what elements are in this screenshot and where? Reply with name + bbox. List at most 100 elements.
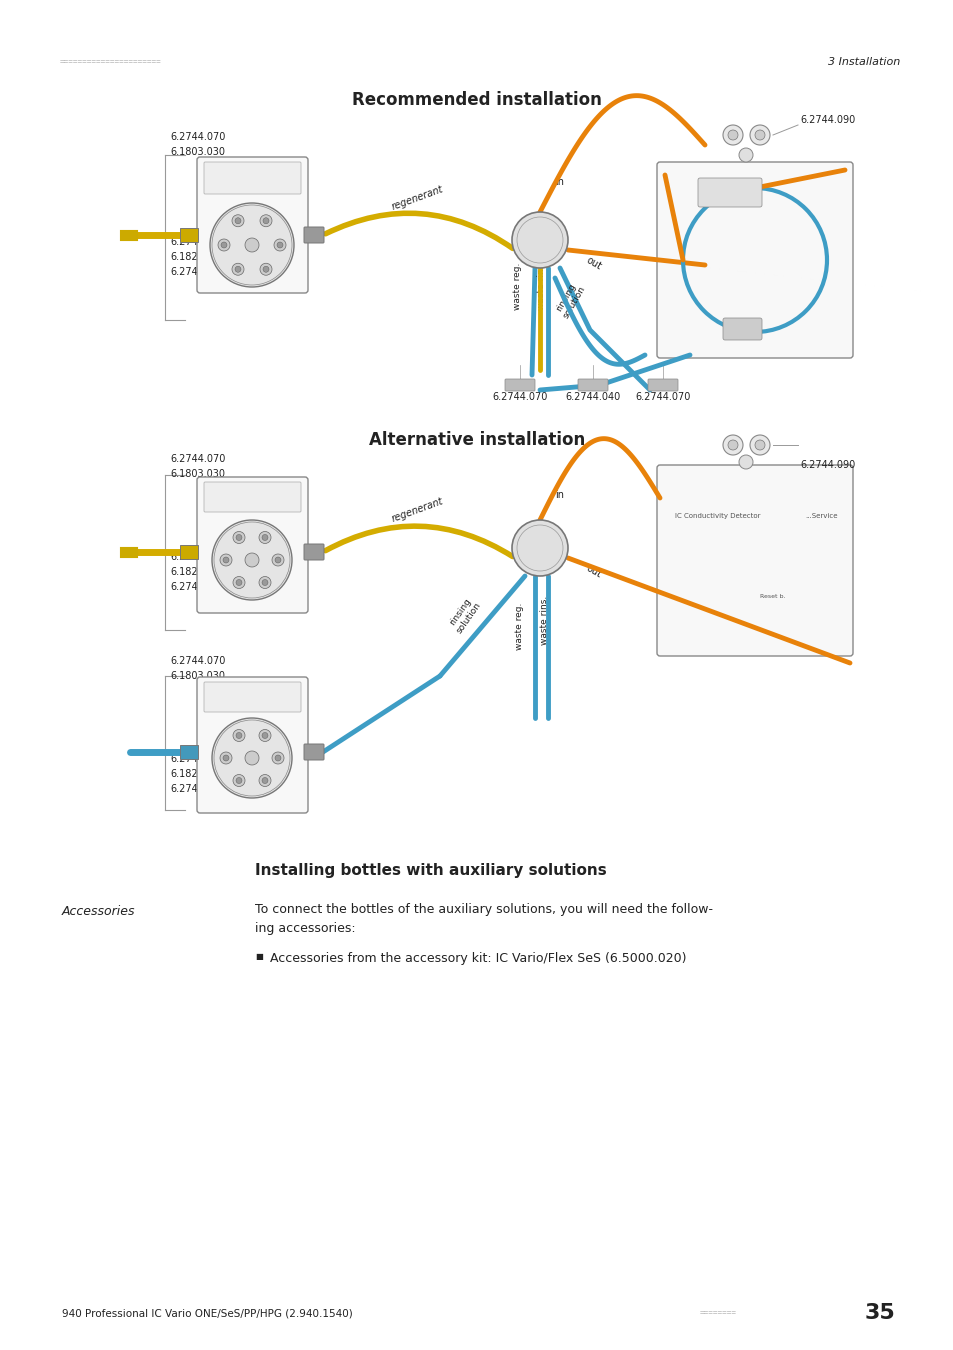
Text: Installing bottles with auxiliary solutions: Installing bottles with auxiliary soluti… — [254, 863, 606, 878]
Text: 6.2744.180: 6.2744.180 — [170, 784, 225, 794]
Text: 6.2744.034: 6.2744.034 — [170, 238, 225, 247]
Text: 6.2744.070: 6.2744.070 — [170, 656, 225, 666]
Circle shape — [235, 778, 242, 783]
Circle shape — [232, 215, 244, 227]
Bar — [180, 545, 198, 559]
Circle shape — [274, 755, 281, 761]
Circle shape — [234, 217, 241, 224]
Text: waste rins.: waste rins. — [540, 595, 549, 645]
FancyBboxPatch shape — [204, 482, 301, 512]
Text: ■: ■ — [254, 952, 263, 961]
Text: out: out — [584, 255, 603, 271]
Bar — [180, 228, 198, 242]
Text: Recommended installation: Recommended installation — [352, 90, 601, 109]
Text: regenerant: regenerant — [390, 495, 444, 524]
Circle shape — [233, 729, 245, 741]
Text: Accessories: Accessories — [62, 904, 135, 918]
Text: 3 Installation: 3 Installation — [827, 57, 899, 68]
Text: Accessories from the accessory kit: IC Vario/Flex SeS (6.5000.020): Accessories from the accessory kit: IC V… — [270, 952, 686, 965]
FancyBboxPatch shape — [698, 178, 761, 207]
Circle shape — [245, 238, 258, 252]
Text: 6.2744.180: 6.2744.180 — [170, 267, 225, 277]
FancyBboxPatch shape — [647, 379, 678, 391]
Text: 6.2744.070: 6.2744.070 — [170, 132, 225, 142]
Text: 6.1826.420: 6.1826.420 — [170, 769, 225, 779]
Circle shape — [722, 126, 742, 144]
Circle shape — [245, 554, 258, 567]
Circle shape — [262, 733, 268, 738]
FancyBboxPatch shape — [722, 319, 761, 340]
Text: 6.1826.420: 6.1826.420 — [170, 567, 225, 576]
FancyBboxPatch shape — [504, 379, 535, 391]
Text: 6.2744.070: 6.2744.070 — [170, 454, 225, 464]
Circle shape — [262, 535, 268, 540]
Circle shape — [258, 729, 271, 741]
Bar — [180, 745, 198, 759]
Circle shape — [235, 733, 242, 738]
Circle shape — [218, 239, 230, 251]
Circle shape — [223, 558, 229, 563]
Text: ...Service: ...Service — [804, 513, 837, 518]
Circle shape — [210, 202, 294, 288]
Circle shape — [749, 435, 769, 455]
Circle shape — [212, 520, 292, 599]
FancyBboxPatch shape — [657, 464, 852, 656]
Circle shape — [274, 558, 281, 563]
Text: 6.2744.180: 6.2744.180 — [170, 582, 225, 593]
Circle shape — [221, 242, 227, 248]
Circle shape — [258, 775, 271, 787]
Text: in: in — [555, 177, 563, 188]
Circle shape — [258, 532, 271, 544]
Text: 6.1803.030: 6.1803.030 — [170, 147, 225, 157]
Circle shape — [233, 775, 245, 787]
Text: Alternative installation: Alternative installation — [369, 431, 584, 450]
Circle shape — [232, 263, 244, 275]
FancyBboxPatch shape — [578, 379, 607, 391]
Text: 6.2744.090: 6.2744.090 — [800, 115, 854, 126]
Circle shape — [727, 130, 738, 140]
Circle shape — [212, 718, 292, 798]
Text: waste reg.: waste reg. — [513, 263, 522, 310]
Text: out: out — [584, 563, 603, 580]
Text: 6.2744.070: 6.2744.070 — [635, 392, 690, 402]
Text: rinsing
solution: rinsing solution — [552, 279, 587, 320]
Circle shape — [234, 266, 241, 273]
Circle shape — [739, 455, 752, 468]
Circle shape — [512, 212, 567, 269]
Circle shape — [223, 755, 229, 761]
Circle shape — [235, 535, 242, 540]
Circle shape — [272, 554, 284, 566]
Circle shape — [262, 579, 268, 586]
FancyBboxPatch shape — [304, 227, 324, 243]
FancyBboxPatch shape — [657, 162, 852, 358]
Text: 6.2744.040: 6.2744.040 — [565, 392, 620, 402]
Circle shape — [727, 440, 738, 450]
Circle shape — [258, 576, 271, 589]
FancyBboxPatch shape — [304, 544, 324, 560]
FancyBboxPatch shape — [304, 744, 324, 760]
Circle shape — [235, 579, 242, 586]
Text: Reset b.: Reset b. — [760, 594, 784, 599]
Circle shape — [220, 752, 232, 764]
FancyBboxPatch shape — [204, 682, 301, 711]
Circle shape — [262, 778, 268, 783]
Text: 6.1803.030: 6.1803.030 — [170, 671, 225, 680]
Circle shape — [722, 435, 742, 455]
Circle shape — [754, 440, 764, 450]
Circle shape — [754, 130, 764, 140]
Circle shape — [263, 266, 269, 273]
Text: ing accessories:: ing accessories: — [254, 922, 355, 936]
Circle shape — [272, 752, 284, 764]
Text: 6.1826.420: 6.1826.420 — [170, 252, 225, 262]
Circle shape — [263, 217, 269, 224]
FancyBboxPatch shape — [196, 676, 308, 813]
Text: 6.2744.070: 6.2744.070 — [492, 392, 547, 402]
Text: To connect the bottles of the auxiliary solutions, you will need the follow-: To connect the bottles of the auxiliary … — [254, 903, 712, 917]
Text: regenerant: regenerant — [390, 184, 444, 212]
Circle shape — [220, 554, 232, 566]
Circle shape — [260, 263, 272, 275]
Text: waste reg.: waste reg. — [515, 602, 524, 649]
Text: 6.2744.034: 6.2744.034 — [170, 552, 225, 562]
FancyBboxPatch shape — [196, 477, 308, 613]
Circle shape — [276, 242, 283, 248]
